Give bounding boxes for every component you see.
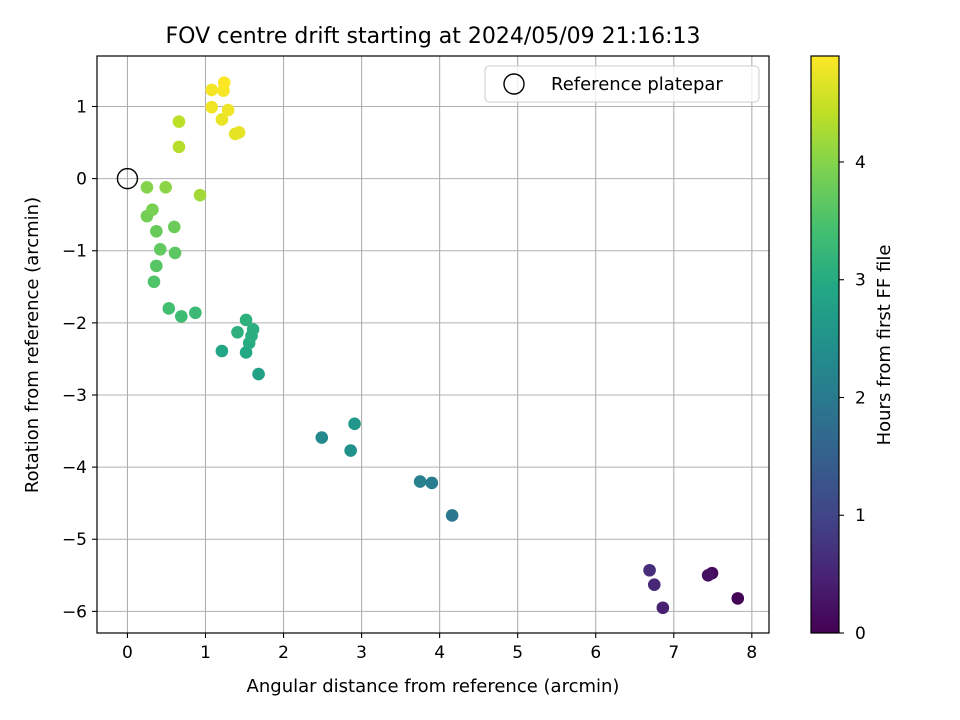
x-tick-label: 5 (512, 643, 523, 663)
data-point (147, 275, 161, 289)
data-point (174, 310, 188, 323)
data-point (215, 113, 229, 126)
legend-label: Reference platepar (551, 74, 723, 95)
x-tick-label: 7 (668, 643, 679, 663)
data-point (205, 100, 219, 114)
y-axis: 1 0 −1 −2 −3 −4 −5 −6 (62, 97, 97, 622)
data-point (344, 444, 357, 457)
data-point (159, 180, 172, 194)
colorbar: 0 1 2 3 4 Hours from first FF file (810, 55, 895, 644)
x-tick-label: 6 (590, 643, 601, 663)
data-points (140, 76, 745, 615)
data-point (731, 592, 745, 605)
data-point (172, 140, 186, 154)
y-tick-label: 1 (76, 97, 87, 117)
data-point (193, 188, 207, 202)
x-axis-label: Angular distance from reference (arcmin) (247, 676, 620, 697)
x-tick-label: 2 (278, 643, 289, 663)
plot-area (96, 55, 770, 634)
colorbar-tick-label: 4 (855, 153, 866, 173)
data-point (168, 246, 182, 260)
data-point (701, 569, 715, 582)
x-tick-label: 3 (356, 643, 367, 663)
data-point (162, 302, 176, 315)
data-point (231, 325, 244, 339)
data-point (348, 417, 361, 431)
legend: Reference platepar (484, 65, 760, 103)
colorbar-ticks: 0 1 2 3 4 (839, 153, 866, 644)
colorbar-tick-label: 2 (855, 388, 866, 408)
x-tick-label: 4 (434, 643, 445, 663)
data-point (167, 220, 181, 234)
data-point (146, 203, 159, 216)
y-tick-label: −2 (62, 314, 87, 334)
data-point (413, 475, 427, 488)
y-tick-label: 0 (76, 170, 87, 190)
y-tick-label: −6 (62, 602, 87, 622)
data-point (205, 83, 219, 97)
colorbar-tick-label: 1 (855, 506, 866, 526)
reference-marker (116, 167, 139, 190)
data-point (647, 578, 661, 591)
legend-marker-open-circle (503, 73, 525, 95)
y-tick-label: −3 (62, 386, 87, 406)
y-tick-label: −4 (62, 458, 87, 478)
colorbar-gradient (810, 55, 840, 634)
y-tick-label: −5 (62, 530, 87, 550)
data-point (140, 180, 154, 194)
x-axis: 0 1 2 3 4 5 6 7 8 (122, 633, 757, 663)
data-point (656, 601, 670, 615)
data-point (239, 313, 253, 327)
data-point (217, 76, 231, 89)
data-point (172, 115, 186, 128)
data-point (445, 509, 459, 522)
x-tick-label: 1 (200, 643, 211, 663)
grid-lines (97, 56, 769, 633)
data-point (252, 367, 265, 381)
data-point (221, 103, 235, 117)
x-tick-label: 8 (746, 643, 757, 663)
data-point (153, 242, 167, 256)
chart-title: FOV centre drift starting at 2024/05/09 … (166, 24, 701, 49)
data-point (215, 344, 229, 358)
colorbar-tick-label: 0 (855, 624, 866, 644)
data-point (315, 431, 329, 444)
data-point (150, 259, 163, 273)
data-point (643, 563, 656, 577)
data-point (425, 476, 439, 490)
y-axis-label: Rotation from reference (arcmin) (22, 197, 43, 493)
legend-box (484, 65, 760, 103)
data-point (189, 306, 202, 320)
data-point (246, 323, 260, 336)
colorbar-label: Hours from first FF file (874, 245, 895, 446)
data-point (232, 126, 246, 139)
y-tick-label: −1 (62, 242, 87, 262)
reference-platepar-point (116, 167, 139, 190)
colorbar-tick-label: 3 (855, 271, 866, 291)
x-tick-label: 0 (122, 643, 133, 663)
data-point (150, 224, 163, 238)
